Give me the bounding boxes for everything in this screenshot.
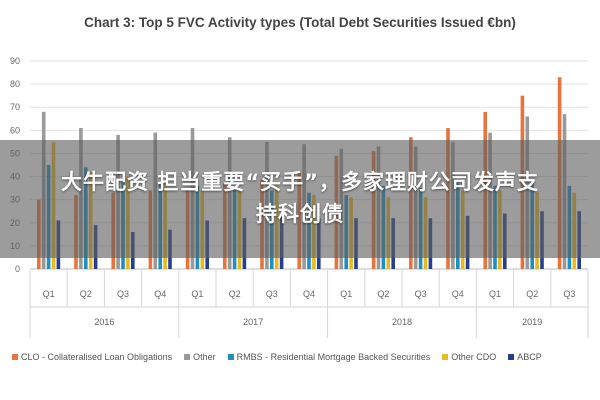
group-label: 2017 xyxy=(243,317,263,327)
y-tick-label: 60 xyxy=(10,125,20,135)
legend-label: ABCP xyxy=(517,352,542,362)
legend-label: Other xyxy=(193,352,216,362)
x-tick-label: Q4 xyxy=(452,289,464,299)
overlay-banner xyxy=(0,140,600,258)
x-axis: Q1 Q2 Q3 Q4 Q1 Q2 Q3 Q4 Q1 Q2 Q3 Q4 Q1 Q2 Q3 2016 2017 20… xyxy=(29,270,589,338)
legend-swatch xyxy=(12,354,18,360)
legend-item: CLO - Collateralised Loan Obligations xyxy=(12,352,172,362)
y-tick-label: 70 xyxy=(10,102,20,112)
x-tick-label: Q1 xyxy=(340,289,352,299)
legend-item: ABCP xyxy=(508,352,542,362)
overlay-headline-line-2: 持科创债 xyxy=(256,202,344,226)
legend: CLO - Collateralised Loan Obligations Oth… xyxy=(12,352,598,362)
x-tick-label: Q3 xyxy=(117,289,129,299)
x-tick-label: Q2 xyxy=(229,289,241,299)
legend-item: Other xyxy=(184,352,216,362)
group-label: 2019 xyxy=(522,317,542,327)
legend-label: CLO - Collateralised Loan Obligations xyxy=(21,352,173,362)
x-tick-label: Q1 xyxy=(43,289,55,299)
x-tick-label: Q1 xyxy=(191,289,203,299)
legend-item: RMBS - Residential Mortgage Backed Secur… xyxy=(227,352,431,362)
chart-title: Chart 3: Top 5 FVC Activity types (Total… xyxy=(84,15,516,30)
x-tick-label: Q2 xyxy=(526,289,538,299)
legend-swatch xyxy=(442,354,449,360)
x-tick-label: Q2 xyxy=(80,289,92,299)
y-tick-label: 90 xyxy=(10,56,20,66)
legend-swatch xyxy=(508,354,515,360)
group-label: 2016 xyxy=(94,317,114,327)
x-tick-label: Q4 xyxy=(303,289,315,299)
group-label: 2018 xyxy=(392,317,412,327)
overlay-headline[interactable]: 大牛配资 担当重要“买手”，多家理财公司发声支 持科创债 xyxy=(0,166,600,230)
y-tick-label: 0 xyxy=(15,264,20,274)
x-tick-label: Q3 xyxy=(563,289,575,299)
x-tick-label: Q4 xyxy=(154,289,166,299)
overlay-headline-line-1: 大牛配资 担当重要“买手”，多家理财公司发声支 xyxy=(61,170,539,194)
legend-label: Other CDO xyxy=(451,352,497,362)
legend-swatch xyxy=(227,354,234,360)
x-tick-label: Q2 xyxy=(377,289,389,299)
legend-swatch xyxy=(184,354,191,360)
x-tick-label: Q3 xyxy=(266,289,278,299)
legend-item: Other CDO xyxy=(442,352,496,362)
x-tick-label: Q1 xyxy=(489,289,501,299)
x-tick-label: Q3 xyxy=(415,289,427,299)
y-tick-label: 80 xyxy=(10,79,20,89)
legend-label: RMBS - Residential Mortgage Backed Secur… xyxy=(236,352,431,362)
